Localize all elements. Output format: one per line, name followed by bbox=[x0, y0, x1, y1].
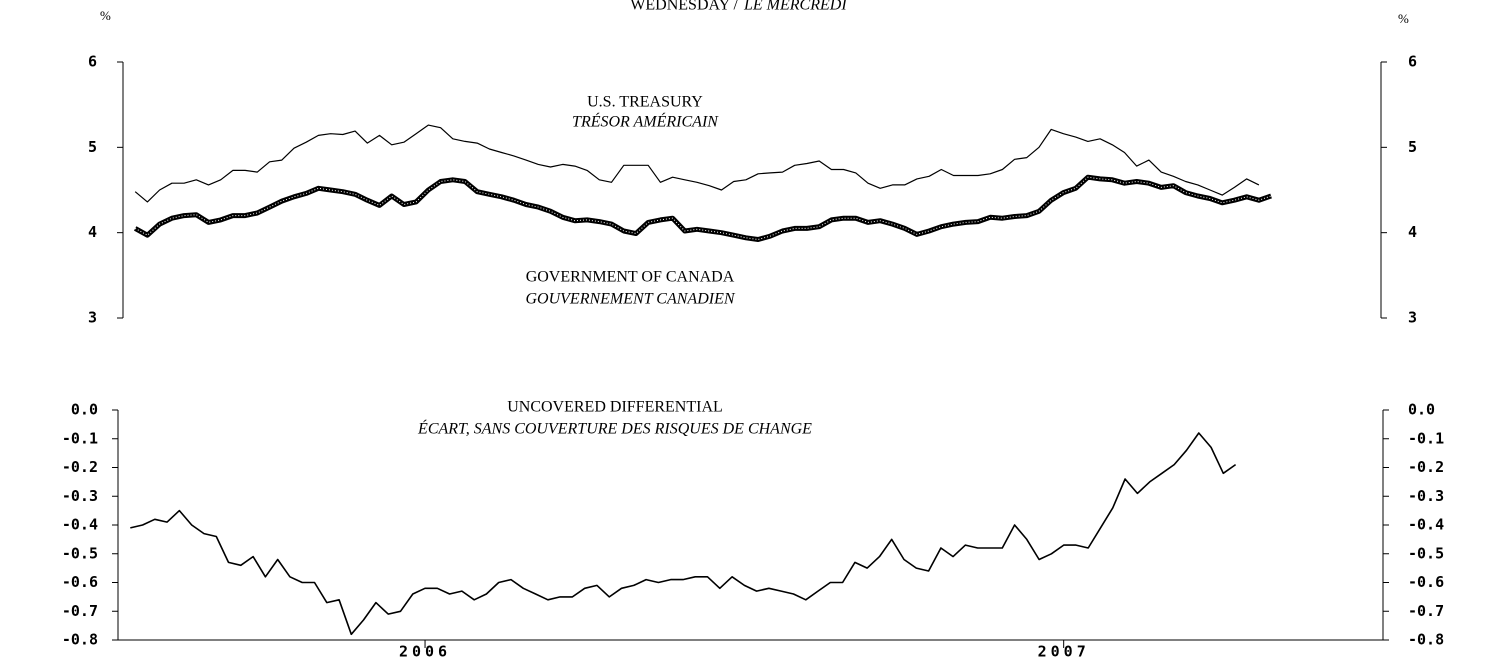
y-tick-label: 6 bbox=[1408, 53, 1417, 71]
y-tick-label: 5 bbox=[1408, 138, 1417, 156]
y-tick-label: 5 bbox=[88, 138, 97, 156]
y-tick-label: -0.7 bbox=[62, 602, 98, 620]
y-tick-label: -0.2 bbox=[62, 458, 98, 476]
series-line bbox=[134, 124, 1260, 203]
y-tick-label: -0.4 bbox=[62, 516, 98, 534]
y-unit-right: % bbox=[1398, 11, 1409, 26]
y-unit-left: % bbox=[100, 8, 111, 23]
y-tick-label: -0.7 bbox=[1408, 602, 1444, 620]
y-tick-label: -0.8 bbox=[62, 631, 98, 649]
chart-title: WEDNESDAY / bbox=[630, 0, 738, 14]
y-tick-label: 4 bbox=[88, 223, 97, 241]
x-tick-label: 2007 bbox=[1038, 643, 1090, 657]
y-tick-label: -0.1 bbox=[62, 429, 98, 447]
y-tick-label: -0.3 bbox=[1408, 487, 1444, 505]
y-tick-label: -0.5 bbox=[62, 544, 98, 562]
chart-title-fr: LE MERCREDI bbox=[743, 0, 847, 14]
series-hatch bbox=[134, 176, 1272, 241]
x-tick-label: 2006 bbox=[399, 643, 451, 657]
y-tick-label: 0.0 bbox=[1408, 401, 1435, 419]
y-tick-label: 6 bbox=[88, 53, 97, 71]
series-label: U.S. TREASURY bbox=[587, 94, 703, 111]
chart-title-fr: ÉCART, SANS COUVERTURE DES RISQUES DE CH… bbox=[417, 419, 812, 438]
y-tick-label: -0.3 bbox=[62, 487, 98, 505]
y-tick-label: 3 bbox=[1408, 309, 1417, 327]
series-label-fr: GOUVERNEMENT CANADIEN bbox=[525, 291, 735, 308]
y-tick-label: 0.0 bbox=[71, 401, 98, 419]
y-tick-label: -0.6 bbox=[62, 573, 98, 591]
y-tick-label: -0.6 bbox=[1408, 573, 1444, 591]
y-tick-label: -0.8 bbox=[1408, 631, 1444, 649]
y-tick-label: -0.5 bbox=[1408, 544, 1444, 562]
y-tick-label: 3 bbox=[88, 309, 97, 327]
y-tick-label: -0.4 bbox=[1408, 516, 1444, 534]
series-label: GOVERNMENT OF CANADA bbox=[526, 269, 735, 286]
y-tick-label: 4 bbox=[1408, 223, 1417, 241]
chart-title: UNCOVERED DIFFERENTIAL bbox=[507, 399, 723, 416]
y-tick-label: -0.2 bbox=[1408, 458, 1444, 476]
series-line bbox=[130, 432, 1237, 636]
y-tick-label: -0.1 bbox=[1408, 429, 1444, 447]
series-label-fr: TRÉSOR AMÉRICAIN bbox=[572, 112, 719, 131]
